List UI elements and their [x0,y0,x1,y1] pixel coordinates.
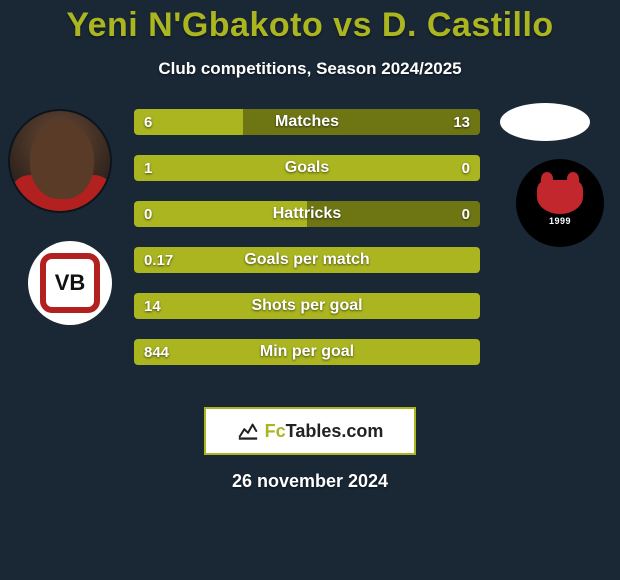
stat-label: Min per goal [134,339,480,365]
club-right-badge: 1999 [516,159,604,247]
footer-date: 26 november 2024 [0,471,620,492]
brand-text: FcTables.com [265,421,384,442]
stat-label: Hattricks [134,201,480,227]
stat-row: Goals per match0.17 [134,247,480,273]
club-left-badge: VB [28,241,112,325]
stat-row: Min per goal844 [134,339,480,365]
club-right-year: 1999 [549,216,571,226]
stat-row: Hattricks0 0 [134,201,480,227]
stat-row: Goals1 0 [134,155,480,181]
footer-brand: FcTables.com [204,407,416,455]
stat-value-right: 0 [452,155,480,181]
brand-icon [237,420,259,442]
page-title: Yeni N'Gbakoto vs D. Castillo [0,0,620,45]
stat-value-left: 6 [134,109,162,135]
stat-row: Shots per goal14 [134,293,480,319]
stat-value-right [460,339,480,365]
stat-value-left: 1 [134,155,162,181]
stat-label: Shots per goal [134,293,480,319]
club-left-initials: VB [40,253,100,313]
comparison-stage: VB 1999 Matches613Goals10Hattricks00Goal… [0,103,620,403]
stat-value-left: 14 [134,293,171,319]
stat-value-left: 0.17 [134,247,183,273]
subtitle: Club competitions, Season 2024/2025 [0,59,620,79]
stat-label: Goals [134,155,480,181]
stat-row: Matches6 13 [134,109,480,135]
stat-value-right [460,293,480,319]
stat-value-left: 844 [134,339,179,365]
stat-label: Matches [134,109,480,135]
stat-value-right: 0 [452,201,480,227]
stat-value-right: 13 [443,109,480,135]
stat-label: Goals per match [134,247,480,273]
club-right-icon [537,180,583,214]
player-left-avatar [8,109,112,213]
stat-value-right [460,247,480,273]
stat-bars: Matches613Goals10Hattricks00Goals per ma… [134,109,480,385]
player-right-avatar [500,103,590,141]
stat-value-left: 0 [134,201,162,227]
